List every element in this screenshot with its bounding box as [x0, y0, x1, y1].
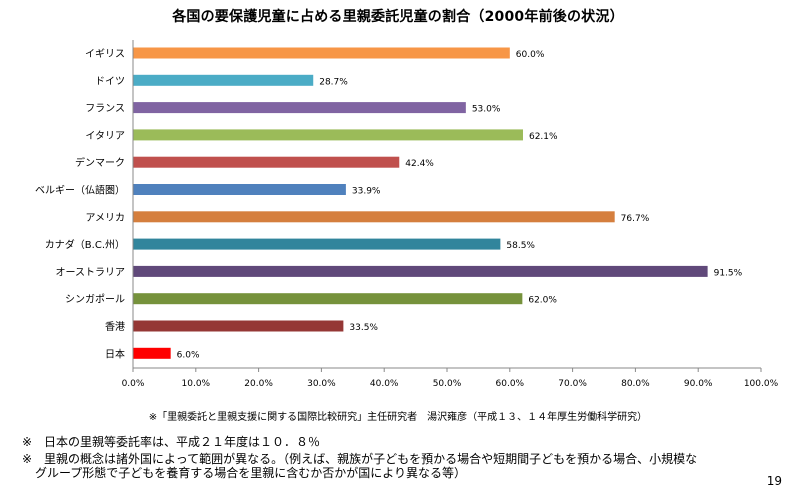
- category-label: 香港: [105, 321, 125, 333]
- x-tick-label: 10.0%: [182, 379, 211, 389]
- x-tick-label: 50.0%: [433, 379, 462, 389]
- x-tick-label: 40.0%: [370, 379, 399, 389]
- x-tick-label: 70.0%: [558, 379, 587, 389]
- category-label: イギリス: [85, 48, 125, 60]
- category-label: ベルギー（仏語圏）: [35, 184, 125, 197]
- category-label: 日本: [105, 347, 125, 360]
- chart-title: 各国の要保護児童に占める里親委託児童の割合（2000年前後の状況）: [172, 9, 624, 25]
- data-label: 33.9%: [352, 187, 381, 197]
- bar-9: [133, 293, 523, 305]
- x-tick-label: 100.0%: [744, 379, 779, 389]
- x-tick-label: 0.0%: [122, 379, 145, 389]
- data-label: 60.0%: [516, 50, 545, 60]
- category-label: カナダ（B.C.州）: [45, 238, 125, 251]
- bar-1: [133, 74, 314, 86]
- category-label: シンガポール: [65, 294, 125, 306]
- bar-4: [133, 156, 400, 168]
- bar-2: [133, 102, 466, 114]
- bar-7: [133, 238, 501, 250]
- data-label: 28.7%: [319, 77, 348, 87]
- bar-3: [133, 129, 523, 141]
- bar-6: [133, 211, 615, 223]
- data-label: 53.0%: [472, 105, 501, 115]
- category-label: オーストラリア: [56, 266, 126, 278]
- data-label: 33.5%: [349, 323, 378, 333]
- x-tick-label: 60.0%: [496, 379, 525, 389]
- bar-5: [133, 184, 346, 195]
- data-label: 58.5%: [506, 241, 535, 251]
- data-label: 62.0%: [528, 296, 557, 306]
- source-note: ※「里親委託と里親支援に関する国際比較研究」主任研究者 湯沢雍彦（平成１３、１４…: [148, 412, 648, 423]
- x-tick-label: 30.0%: [307, 379, 336, 389]
- category-label: デンマーク: [75, 156, 125, 169]
- page-number: 19: [766, 474, 782, 488]
- data-label: 6.0%: [177, 350, 200, 360]
- category-label: アメリカ: [86, 212, 126, 224]
- data-label: 91.5%: [714, 268, 743, 278]
- bar-8: [133, 265, 708, 277]
- bar-10: [133, 320, 344, 332]
- bar-0: [133, 47, 510, 59]
- note-japan-rate: ※ 日本の里親等委託率は、平成２１年度は１０．８％: [22, 435, 321, 449]
- x-tick-label: 20.0%: [244, 379, 273, 389]
- data-label: 76.7%: [621, 214, 650, 224]
- category-label: フランス: [85, 103, 125, 115]
- category-label: ドイツ: [95, 76, 125, 87]
- bar-11: [133, 347, 171, 359]
- bar-chart: イギリス 60.0% ドイツ 28.7% フランス 53.0% イタリア 62.1% デンマーク…: [35, 40, 779, 389]
- note-foster-definition-cont: グループ形態で子どもを養育する場合を里親に含むか否かが国により異なる等）: [35, 466, 467, 480]
- data-label: 62.1%: [529, 132, 558, 142]
- note-foster-definition: ※ 里親の概念は諸外国によって範囲が異なる。（例えば、親族が子どもを預かる場合や…: [22, 452, 698, 466]
- category-label: イタリア: [85, 130, 125, 142]
- x-tick-label: 80.0%: [621, 379, 650, 389]
- data-label: 42.4%: [405, 159, 434, 169]
- x-tick-label: 90.0%: [684, 379, 713, 389]
